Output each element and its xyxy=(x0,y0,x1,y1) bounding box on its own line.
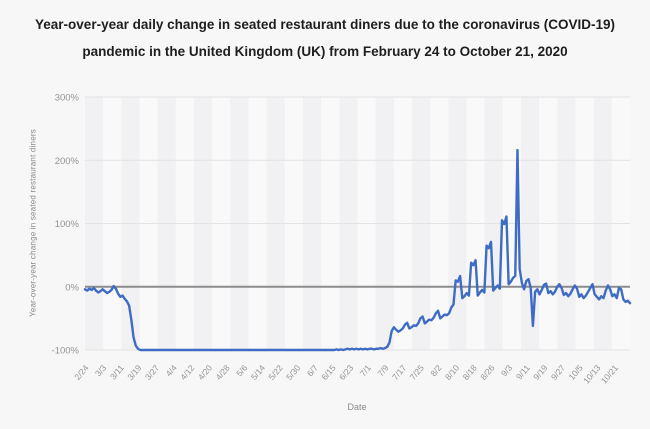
y-axis-tick-labels: 300% 200% 100% 0% -100% xyxy=(52,93,80,357)
x-tick-label: 3/11 xyxy=(108,363,126,382)
x-tick-label: 7/25 xyxy=(408,363,426,382)
x-tick-label: 9/19 xyxy=(531,363,549,382)
x-tick-label: 9/11 xyxy=(514,363,532,382)
x-tick-label: 2/24 xyxy=(72,363,90,382)
x-tick-label: 7/17 xyxy=(390,363,408,382)
y-tick-label: 200% xyxy=(55,156,80,167)
y-tick-label: 300% xyxy=(55,93,80,104)
x-tick-label: 8/26 xyxy=(478,363,496,382)
x-tick-label: 4/28 xyxy=(213,363,231,382)
x-tick-label: 10/21 xyxy=(599,363,621,386)
x-tick-label: 3/3 xyxy=(93,363,108,379)
x-tick-label: 3/19 xyxy=(125,363,143,382)
x-tick-label: 4/20 xyxy=(196,363,214,382)
x-tick-label: 6/23 xyxy=(337,363,355,382)
chart-title: Year-over-year daily change in seated re… xyxy=(35,17,615,59)
x-tick-label: 4/4 xyxy=(164,363,179,379)
x-tick-label: 8/18 xyxy=(461,363,479,382)
y-tick-label: 100% xyxy=(55,219,80,230)
x-tick-label: 4/12 xyxy=(178,363,196,382)
y-tick-label: 0% xyxy=(65,282,79,293)
x-tick-label: 5/22 xyxy=(266,363,284,382)
x-tick-label: 5/30 xyxy=(284,363,302,382)
x-tick-label: 6/7 xyxy=(305,363,320,379)
x-tick-label: 10/13 xyxy=(581,363,603,386)
x-axis-title: Date xyxy=(347,402,367,412)
line-chart: 300%200%100%0%-100%2/24 3/3 3/11 3/19 3/27 4/… xyxy=(52,93,632,386)
x-tick-label: 5/6 xyxy=(234,363,249,379)
x-tick-label: 7/9 xyxy=(375,363,390,379)
x-tick-label: 7/1 xyxy=(358,363,373,379)
x-tick-label: 8/2 xyxy=(428,363,443,379)
x-tick-label: 8/10 xyxy=(443,363,461,382)
x-tick-label: 5/14 xyxy=(249,363,267,382)
data-line-series xyxy=(83,148,632,352)
x-axis-tick-labels: 2/24 3/3 3/11 3/19 3/27 4/4 4/12 4/20 4/28 5/6 5/1… xyxy=(72,363,620,386)
x-tick-label: 3/27 xyxy=(143,363,161,382)
x-tick-label: 6/15 xyxy=(319,363,337,382)
y-tick-label: -100% xyxy=(52,346,80,357)
x-tick-label: 9/27 xyxy=(549,363,567,382)
x-tick-label: 9/3 xyxy=(499,363,514,379)
